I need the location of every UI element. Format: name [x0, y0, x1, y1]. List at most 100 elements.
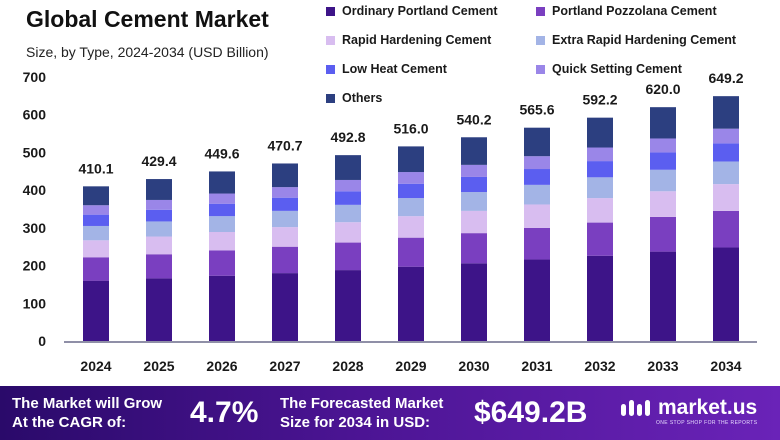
- bar-segment: [146, 199, 172, 210]
- legend-label: Others: [342, 91, 383, 105]
- forecast-value: $649.2B: [474, 396, 588, 429]
- legend-item: Extra Rapid Hardening Cement: [536, 33, 736, 47]
- bar-segment: [587, 147, 613, 162]
- bar-segment: [713, 96, 739, 129]
- bar-segment: [461, 192, 487, 211]
- legend-label: Low Heat Cement: [342, 62, 447, 76]
- x-tick-label: 2027: [269, 358, 300, 374]
- bar-segment: [146, 221, 172, 237]
- bar-segment: [209, 275, 235, 341]
- bar-segment: [209, 193, 235, 204]
- y-tick-label: 400: [23, 182, 47, 198]
- bar-total-label: 449.6: [204, 145, 239, 161]
- legend-item: Quick Setting Cement: [536, 62, 682, 76]
- legend-swatch: [536, 6, 545, 16]
- bar-segment: [524, 169, 550, 185]
- bar-segment: [398, 146, 424, 173]
- bar-segment: [587, 222, 613, 256]
- bar-segment: [650, 107, 676, 139]
- legend-swatch: [536, 64, 545, 74]
- bar-segment: [713, 184, 739, 211]
- bar-segment: [524, 227, 550, 260]
- cagr-label-line2: At the CAGR of:: [12, 414, 127, 431]
- market-us-logo-icon: [621, 400, 650, 416]
- bar-segment: [587, 198, 613, 223]
- cagr-label: The Market will Grow At the CAGR of:: [12, 394, 162, 432]
- y-tick-label: 600: [23, 107, 47, 123]
- bar-total-label: 592.2: [582, 92, 617, 108]
- bar-segment: [650, 216, 676, 252]
- bar-segment: [83, 280, 109, 341]
- bar-segment: [335, 204, 361, 223]
- bar-segment: [650, 251, 676, 341]
- bar-segment: [83, 205, 109, 215]
- bar-total-label: 565.6: [519, 102, 554, 118]
- bar-segment: [587, 161, 613, 178]
- y-tick-label: 700: [23, 69, 47, 85]
- bar-segment: [83, 186, 109, 206]
- bar-segment: [272, 187, 298, 198]
- bar-segment: [272, 227, 298, 247]
- bar-total-label: 620.0: [645, 81, 680, 97]
- bar-segment: [335, 270, 361, 341]
- bar-segment: [146, 209, 172, 222]
- legend-label: Portland Pozzolana Cement: [552, 4, 717, 18]
- bar-segment: [650, 169, 676, 192]
- bar-segment: [461, 210, 487, 234]
- bar-segment: [83, 214, 109, 226]
- bar-segment: [335, 242, 361, 271]
- y-tick-label: 100: [23, 295, 47, 311]
- brand[interactable]: market.us: [620, 396, 757, 420]
- legend-item: Others: [326, 91, 382, 105]
- legend-swatch: [326, 93, 335, 103]
- bar-segment: [83, 225, 109, 241]
- bar-segment: [209, 250, 235, 276]
- bar-total-label: 649.2: [708, 70, 743, 86]
- bar-segment: [398, 172, 424, 184]
- bar-segment: [587, 177, 613, 199]
- stacked-bar-chart: 0 100 200 300 400 500 600 700 410.1 2024 429.4 2025…: [23, 69, 757, 374]
- bar-total-label: 470.7: [267, 137, 302, 153]
- bar-segment: [83, 240, 109, 258]
- x-tick-label: 2030: [458, 358, 489, 374]
- legend-label: Quick Setting Cement: [552, 62, 682, 76]
- summary-banner: The Market will Grow At the CAGR of: 4.7…: [0, 386, 780, 440]
- y-tick-label: 500: [23, 144, 47, 160]
- bar-segment: [209, 232, 235, 251]
- bar-segment: [335, 191, 361, 205]
- bar-total-label: 410.1: [78, 160, 113, 176]
- bar-segment: [272, 273, 298, 341]
- bar-total-label: 516.0: [393, 120, 428, 136]
- bar-segment: [650, 152, 676, 170]
- bar-segment: [209, 171, 235, 194]
- bar-segment: [713, 128, 739, 144]
- forecast-label: The Forecasted Market Size for 2034 in U…: [280, 394, 443, 432]
- x-tick-label: 2034: [710, 358, 741, 374]
- legend-swatch: [326, 64, 335, 74]
- bar-segment: [524, 204, 550, 228]
- bar-segment: [335, 179, 361, 192]
- legend-swatch: [326, 6, 335, 16]
- bar-segment: [461, 233, 487, 264]
- bar-segment: [335, 222, 361, 243]
- forecast-label-line2: Size for 2034 in USD:: [280, 414, 431, 431]
- chart-subtitle: Size, by Type, 2024-2034 (USD Billion): [26, 44, 269, 60]
- legend-label: Extra Rapid Hardening Cement: [552, 33, 737, 47]
- legend-item: Low Heat Cement: [326, 62, 447, 76]
- bar-segment: [713, 247, 739, 341]
- legend-swatch: [536, 35, 545, 45]
- bar-segment: [461, 263, 487, 341]
- y-tick-label: 0: [38, 333, 46, 349]
- bar-segment: [524, 259, 550, 341]
- bar-segment: [209, 216, 235, 233]
- bar-segment: [272, 163, 298, 188]
- legend-label: Ordinary Portland Cement: [342, 4, 498, 18]
- y-tick-label: 300: [23, 220, 47, 236]
- legend-item: Ordinary Portland Cement: [326, 4, 498, 18]
- x-tick-label: 2026: [206, 358, 237, 374]
- bar-segment: [524, 127, 550, 157]
- x-tick-label: 2032: [584, 358, 615, 374]
- bar-segment: [650, 191, 676, 217]
- bar-segment: [209, 203, 235, 217]
- y-tick-label: 200: [23, 258, 47, 274]
